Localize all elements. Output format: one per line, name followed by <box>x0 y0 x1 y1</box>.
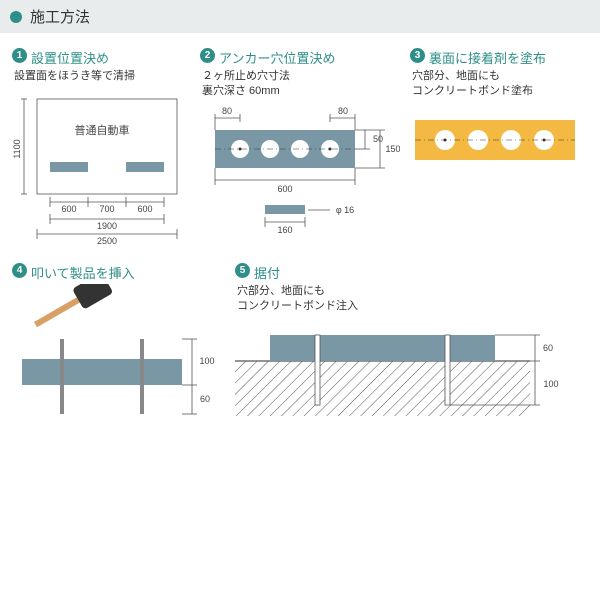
step-number: 5 <box>235 263 250 278</box>
svg-text:普通自動車: 普通自動車 <box>75 123 130 137</box>
svg-text:50: 50 <box>373 134 383 144</box>
svg-text:60: 60 <box>200 394 210 404</box>
step-title: 裏面に接着剤を塗布 <box>429 48 546 67</box>
svg-text:600: 600 <box>61 204 76 214</box>
diagram-3 <box>410 100 585 170</box>
svg-text:700: 700 <box>99 204 114 214</box>
svg-text:φ 16: φ 16 <box>336 205 354 215</box>
step-4: 4 叩いて製品を挿入 100 60 <box>12 263 212 424</box>
step-3: 3 裏面に接着剤を塗布 穴部分、地面にも コンクリートボンド塗布 <box>410 48 590 170</box>
step-2: 2 アンカー穴位置決め ２ヶ所止め穴寸法 裏穴深さ 60mm 80 80 50 … <box>200 48 400 245</box>
step-title: 叩いて製品を挿入 <box>31 263 135 282</box>
svg-text:80: 80 <box>222 106 232 116</box>
step-number: 4 <box>12 263 27 278</box>
step-subtitle: 設置面をほうき等で清掃 <box>14 69 192 84</box>
svg-text:1100: 1100 <box>12 140 22 159</box>
diagram-1: 普通自動車 1100 600 700 600 1900 2500 <box>12 84 192 244</box>
bullet-icon <box>10 11 22 23</box>
diagram-4: 100 60 <box>12 284 222 424</box>
svg-text:160: 160 <box>277 225 292 235</box>
svg-text:80: 80 <box>338 106 348 116</box>
step-subtitle: 穴部分、地面にも コンクリートボンド注入 <box>237 284 565 315</box>
svg-text:60: 60 <box>543 343 553 353</box>
step-subtitle: 穴部分、地面にも コンクリートボンド塗布 <box>412 69 590 100</box>
step-number: 2 <box>200 48 215 63</box>
section-header: 施工方法 <box>0 0 600 33</box>
step-number: 1 <box>12 48 27 63</box>
diagram-2: 80 80 50 150 600 160 φ 16 <box>200 100 400 245</box>
diagram-5: 60 100 <box>235 315 565 425</box>
svg-text:150: 150 <box>385 144 400 154</box>
step-subtitle: ２ヶ所止め穴寸法 裏穴深さ 60mm <box>202 69 400 100</box>
step-title: 設置位置決め <box>31 48 109 67</box>
svg-text:600: 600 <box>277 184 292 194</box>
svg-text:2500: 2500 <box>97 236 117 244</box>
svg-text:1900: 1900 <box>97 221 117 231</box>
section-title: 施工方法 <box>30 6 90 27</box>
step-title: 据付 <box>254 263 280 282</box>
step-5: 5 据付 穴部分、地面にも コンクリートボンド注入 60 100 <box>235 263 565 425</box>
svg-text:600: 600 <box>137 204 152 214</box>
svg-text:100: 100 <box>199 356 214 366</box>
step-1: 1 設置位置決め 設置面をほうき等で清掃 普通自動車 1100 600 700 … <box>12 48 192 244</box>
step-title: アンカー穴位置決め <box>219 48 335 67</box>
svg-text:100: 100 <box>543 379 558 389</box>
step-number: 3 <box>410 48 425 63</box>
